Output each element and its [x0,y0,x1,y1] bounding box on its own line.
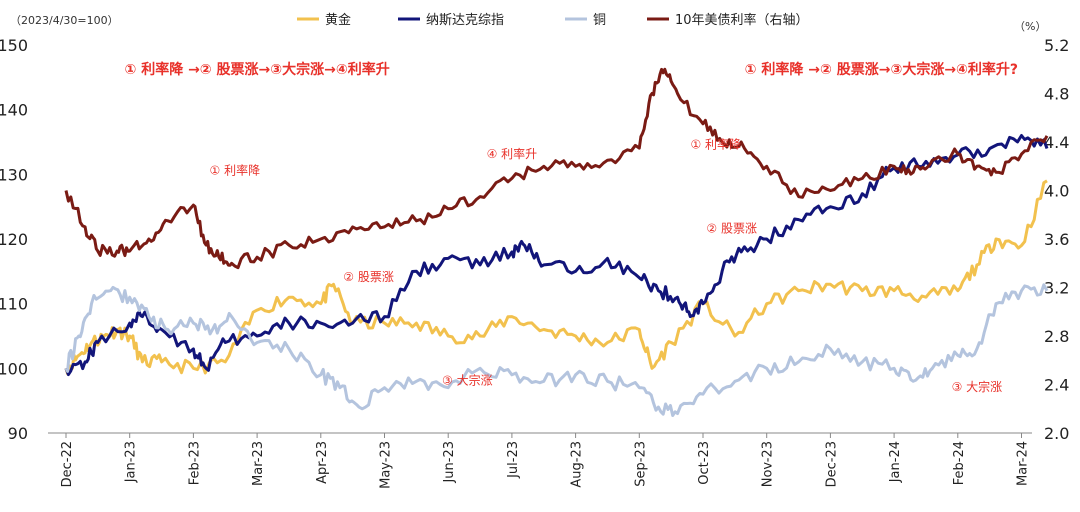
annotation-label: ③ 大宗涨 [952,379,1003,394]
left-axis-tick-label: 150 [0,36,28,55]
annotation-label: ② 股票涨 [706,221,757,236]
x-axis-tick-label: Dec-23 [824,441,839,487]
series-line-copper [64,283,1049,417]
series-line-gold [64,179,1048,376]
x-axis-tick-label: Jul-23 [506,441,521,479]
right-axis-unit: （%） [1014,20,1046,33]
annotation-label: ④ 利率升 [487,146,538,161]
x-axis-tick-label: Feb-24 [952,441,967,485]
x-axis-tick-label: Jan-24 [888,441,903,483]
right-axis-tick-label: 4.0 [1044,182,1069,201]
x-axis-tick-label: Jun-23 [442,441,457,484]
right-axis-tick-label: 2.4 [1044,376,1069,395]
annotation-label: ① 利率降 [690,136,741,151]
legend-label-copper: 铜 [593,13,606,28]
right-axis-tick-label: 3.6 [1044,230,1069,249]
series-line-nasdaq [64,134,1049,377]
right-axis-tick-label: 4.4 [1044,133,1069,152]
x-axis-tick-label: Sep-23 [633,441,648,487]
right-axis-tick-label: 3.2 [1044,279,1069,298]
index-note: （2023/4/30=100） [10,14,119,27]
legend: 黄金 纳斯达克综指 铜 10年美债利率（右轴） [297,12,809,28]
right-axis-tick-label: 4.8 [1044,85,1069,104]
plot-area: 90 100 110 120 130 140 150 2.0 2.4 2.8 3.2 3.6 4.0 4.… [0,36,1069,489]
x-axis-tick-label: Mar-24 [1016,441,1031,486]
right-axis-tick-label: 2.0 [1044,424,1069,443]
right-axis-tick-label: 2.8 [1044,327,1069,346]
legend-label-yield: 10年美债利率（右轴） [675,12,809,28]
annotation-label: ② 股票涨 [343,269,394,284]
x-axis-tick-label: Mar-23 [251,441,266,486]
series-line-yield [64,67,1049,270]
left-axis-tick-label: 100 [0,359,28,378]
x-axis-tick-label: Aug-23 [570,441,585,488]
annotation-label: ③ 大宗涨 [442,373,493,388]
x-axis-tick-label: Dec-22 [60,441,75,487]
left-axis-tick-label: 140 [0,101,28,120]
right-axis-tick-label: 5.2 [1044,36,1069,55]
annotation-label: ① 利率降 →② 股票涨→③大宗涨→④利率升? [745,61,1018,78]
legend-label-nasdaq: 纳斯达克综指 [426,13,504,28]
x-axis-tick-label: Nov-23 [761,441,776,487]
x-axis-tick-label: May-23 [379,441,394,489]
x-axis-tick-label: Feb-23 [187,441,202,485]
legend-label-gold: 黄金 [325,12,351,28]
left-axis-tick-label: 110 [0,295,28,314]
annotation-label: ① 利率降 →② 股票涨→③大宗涨→④利率升 [124,61,389,78]
left-axis-tick-label: 130 [0,165,28,184]
x-axis-tick-label: Jan-23 [124,441,139,483]
left-axis-tick-label: 90 [8,424,28,443]
x-axis-tick-label: Apr-23 [315,441,330,484]
annotation-label: ① 利率降 [210,162,261,177]
x-axis-tick-label: Oct-23 [697,441,712,485]
left-axis-tick-label: 120 [0,230,28,249]
